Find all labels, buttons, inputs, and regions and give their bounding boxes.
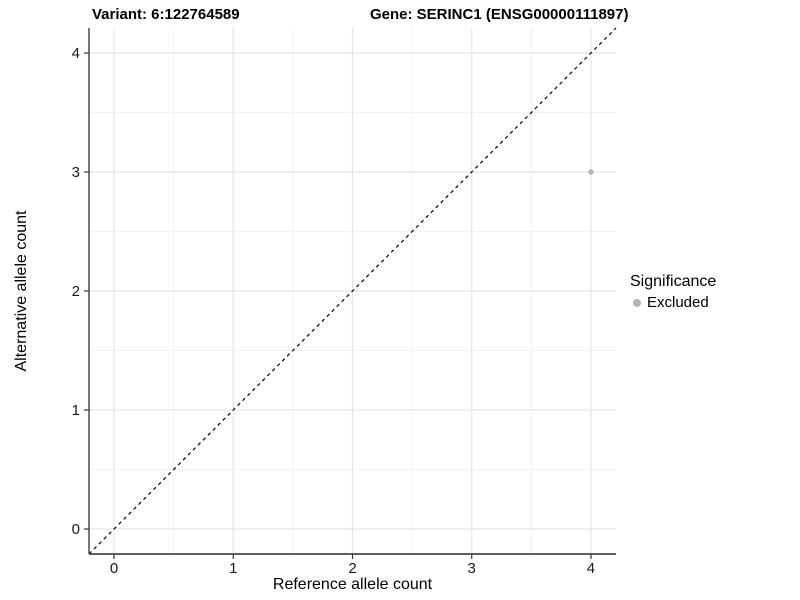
gene-title: Gene: SERINC1 (ENSG00000111897) [370,6,629,23]
y-axis-title: Alternative allele count [13,210,30,372]
x-tick-label: 3 [468,560,476,577]
legend: Significance Excluded [630,272,716,311]
y-tick-label: 1 [72,402,80,419]
y-tick-label: 2 [72,283,80,300]
legend-item-excluded: Excluded [630,294,716,311]
identity-line [88,27,617,555]
x-tick-label: 1 [229,560,237,577]
data-point-excluded [588,169,594,175]
y-tick-label: 3 [72,164,80,181]
x-tick-label: 4 [587,560,595,577]
y-tick-label: 4 [72,45,80,62]
legend-item-label: Excluded [647,294,709,311]
x-axis-title: Reference allele count [272,576,433,593]
y-tick-label: 0 [72,521,80,538]
x-tick-label: 2 [348,560,356,577]
x-tick-label: 0 [110,560,118,577]
excluded-point-icon [633,298,641,307]
legend-title: Significance [630,273,717,290]
variant-title: Variant: 6:122764589 [92,6,240,23]
